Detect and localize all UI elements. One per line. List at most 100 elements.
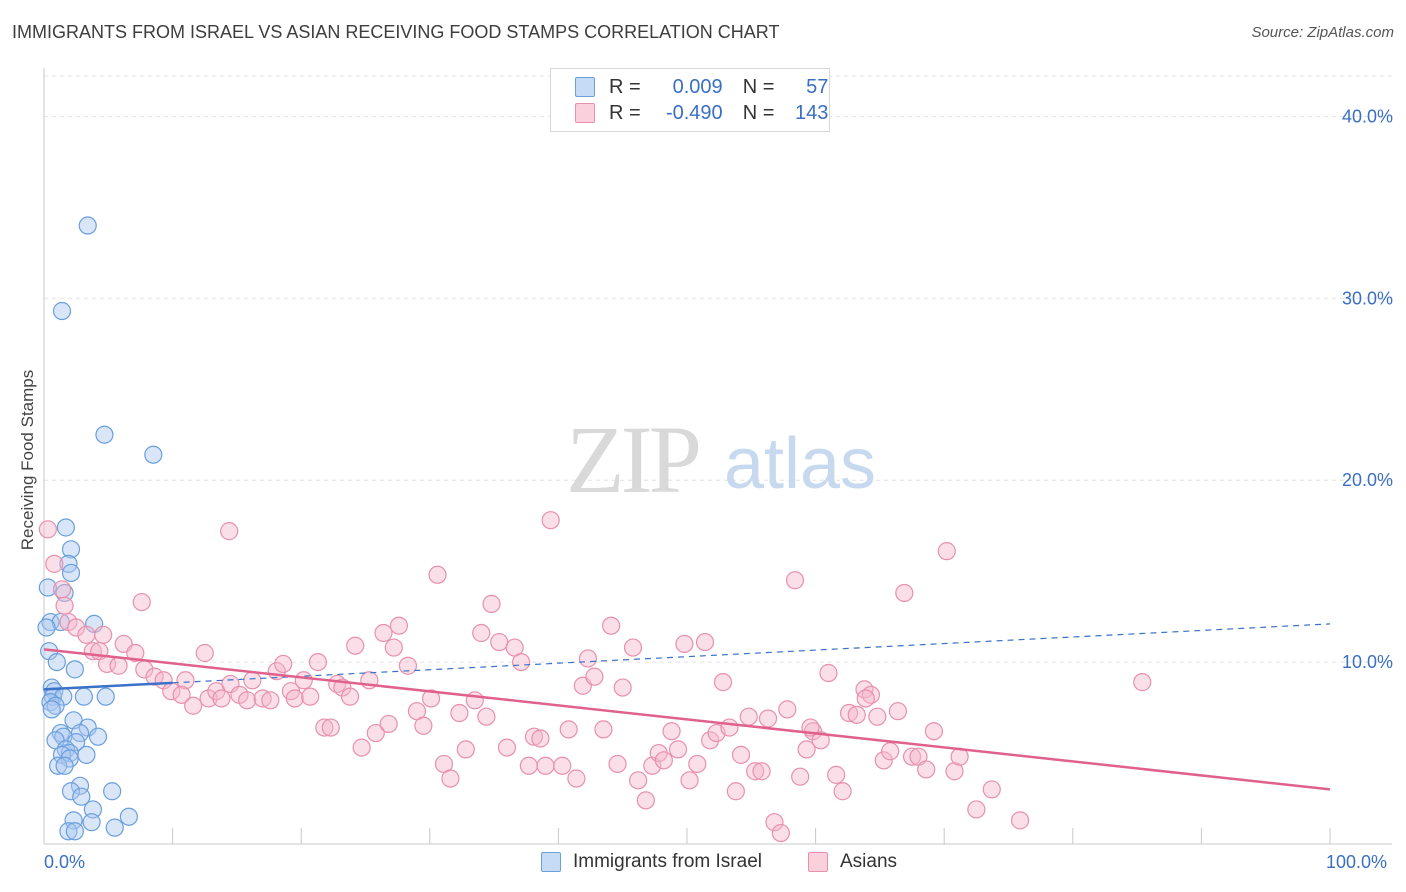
israel-point xyxy=(88,727,108,746)
legend-israel-label: Immigrants from Israel xyxy=(573,851,762,872)
asian-point xyxy=(688,754,707,774)
israel-point xyxy=(59,822,78,841)
legend-asians-swatch xyxy=(808,852,828,872)
israel-point xyxy=(38,578,57,597)
legend-israel-swatch xyxy=(541,852,561,872)
asian-point xyxy=(38,520,57,539)
asian-point xyxy=(519,756,538,775)
israel-trendline-dashed xyxy=(172,623,1331,684)
asian-point xyxy=(613,678,632,697)
israel-point xyxy=(52,301,72,321)
asian-point xyxy=(274,654,293,674)
asian-point xyxy=(888,702,908,721)
trend-lines xyxy=(43,623,1331,791)
y-tick-label: 20.0% xyxy=(1342,470,1393,490)
legend-item-israel: Immigrants from Israel xyxy=(541,851,762,873)
asians-r-label: R = xyxy=(609,101,641,124)
asian-point xyxy=(195,643,214,663)
asian-point xyxy=(765,813,784,832)
asian-point xyxy=(301,687,320,706)
asian-point xyxy=(771,823,790,843)
israel-n-value: 57 xyxy=(806,75,829,98)
asian-point xyxy=(726,782,745,801)
asian-point xyxy=(497,738,517,757)
asian-point xyxy=(917,760,936,779)
asian-point xyxy=(176,671,195,690)
asian-point xyxy=(752,762,771,781)
asian-point xyxy=(819,663,838,683)
asian-point xyxy=(308,652,328,672)
asian-point xyxy=(384,638,403,657)
asian-point xyxy=(623,638,643,657)
chart-title: IMMIGRANTS FROM ISRAEL VS ASIAN RECEIVIN… xyxy=(12,22,780,42)
asian-point xyxy=(695,632,715,652)
asian-point xyxy=(126,643,145,663)
y-tick-label: 40.0% xyxy=(1342,106,1393,126)
israel-point xyxy=(61,563,81,583)
israel-swatch xyxy=(575,77,595,97)
israel-point xyxy=(103,782,122,801)
asian-point xyxy=(720,718,739,737)
israel-point xyxy=(55,756,74,775)
asian-point xyxy=(701,731,720,750)
asian-point xyxy=(45,554,64,573)
asian-point xyxy=(67,618,86,637)
asian-point xyxy=(924,722,944,741)
asian-point xyxy=(352,738,371,757)
asian-point xyxy=(668,740,688,759)
asian-point xyxy=(594,720,613,739)
israel-point xyxy=(77,745,96,764)
israel-point xyxy=(67,733,86,752)
asian-point xyxy=(881,742,900,761)
asians-n-label: N = xyxy=(742,101,775,124)
asian-point xyxy=(567,769,586,788)
israel-point xyxy=(72,787,91,806)
y-tick-labels: 10.0% 20.0% 30.0% 40.0% xyxy=(1342,106,1393,672)
israel-point xyxy=(61,782,81,801)
asian-point xyxy=(629,771,648,790)
asian-point xyxy=(713,673,733,692)
y-tick-label: 30.0% xyxy=(1342,288,1393,308)
legend-item-asians: Asians xyxy=(808,851,897,873)
asian-point xyxy=(465,691,484,710)
source-credit: Source: ZipAtlas.com xyxy=(1251,24,1394,41)
asian-point xyxy=(524,727,544,746)
asian-point xyxy=(758,709,778,728)
israel-point xyxy=(78,216,97,235)
asian-point xyxy=(482,594,501,613)
asian-point xyxy=(797,740,816,759)
asian-point xyxy=(559,720,578,739)
asians-swatch xyxy=(575,103,595,123)
asian-point xyxy=(321,718,340,737)
israel-n-label: N = xyxy=(742,75,775,98)
asian-point xyxy=(982,780,1001,799)
israel-point xyxy=(65,822,84,841)
israel-point xyxy=(61,540,81,559)
israel-point xyxy=(82,813,101,832)
asian-point xyxy=(456,740,475,759)
asian-point xyxy=(636,791,655,810)
israel-points xyxy=(37,216,163,841)
asian-point xyxy=(874,751,893,770)
asian-point xyxy=(902,747,922,766)
asian-point xyxy=(578,649,598,668)
asian-point xyxy=(739,707,758,726)
asian-point xyxy=(366,723,385,743)
israel-r-value: 0.009 xyxy=(672,75,723,98)
asian-point xyxy=(389,616,409,635)
asian-point xyxy=(746,762,765,781)
asian-point xyxy=(212,689,231,708)
asian-point xyxy=(602,616,621,635)
israel-point xyxy=(96,687,115,706)
israel-point xyxy=(56,518,75,537)
asian-point xyxy=(490,632,509,652)
asian-point xyxy=(541,511,560,530)
asian-points xyxy=(38,511,1152,843)
asian-point xyxy=(109,656,128,675)
correlation-legend: R = 0.009 N = 57 R = -0.490 N = 143 xyxy=(550,68,830,132)
asian-point xyxy=(346,636,365,655)
asian-point xyxy=(827,765,846,784)
asian-point xyxy=(536,756,555,775)
israel-point xyxy=(37,618,56,637)
